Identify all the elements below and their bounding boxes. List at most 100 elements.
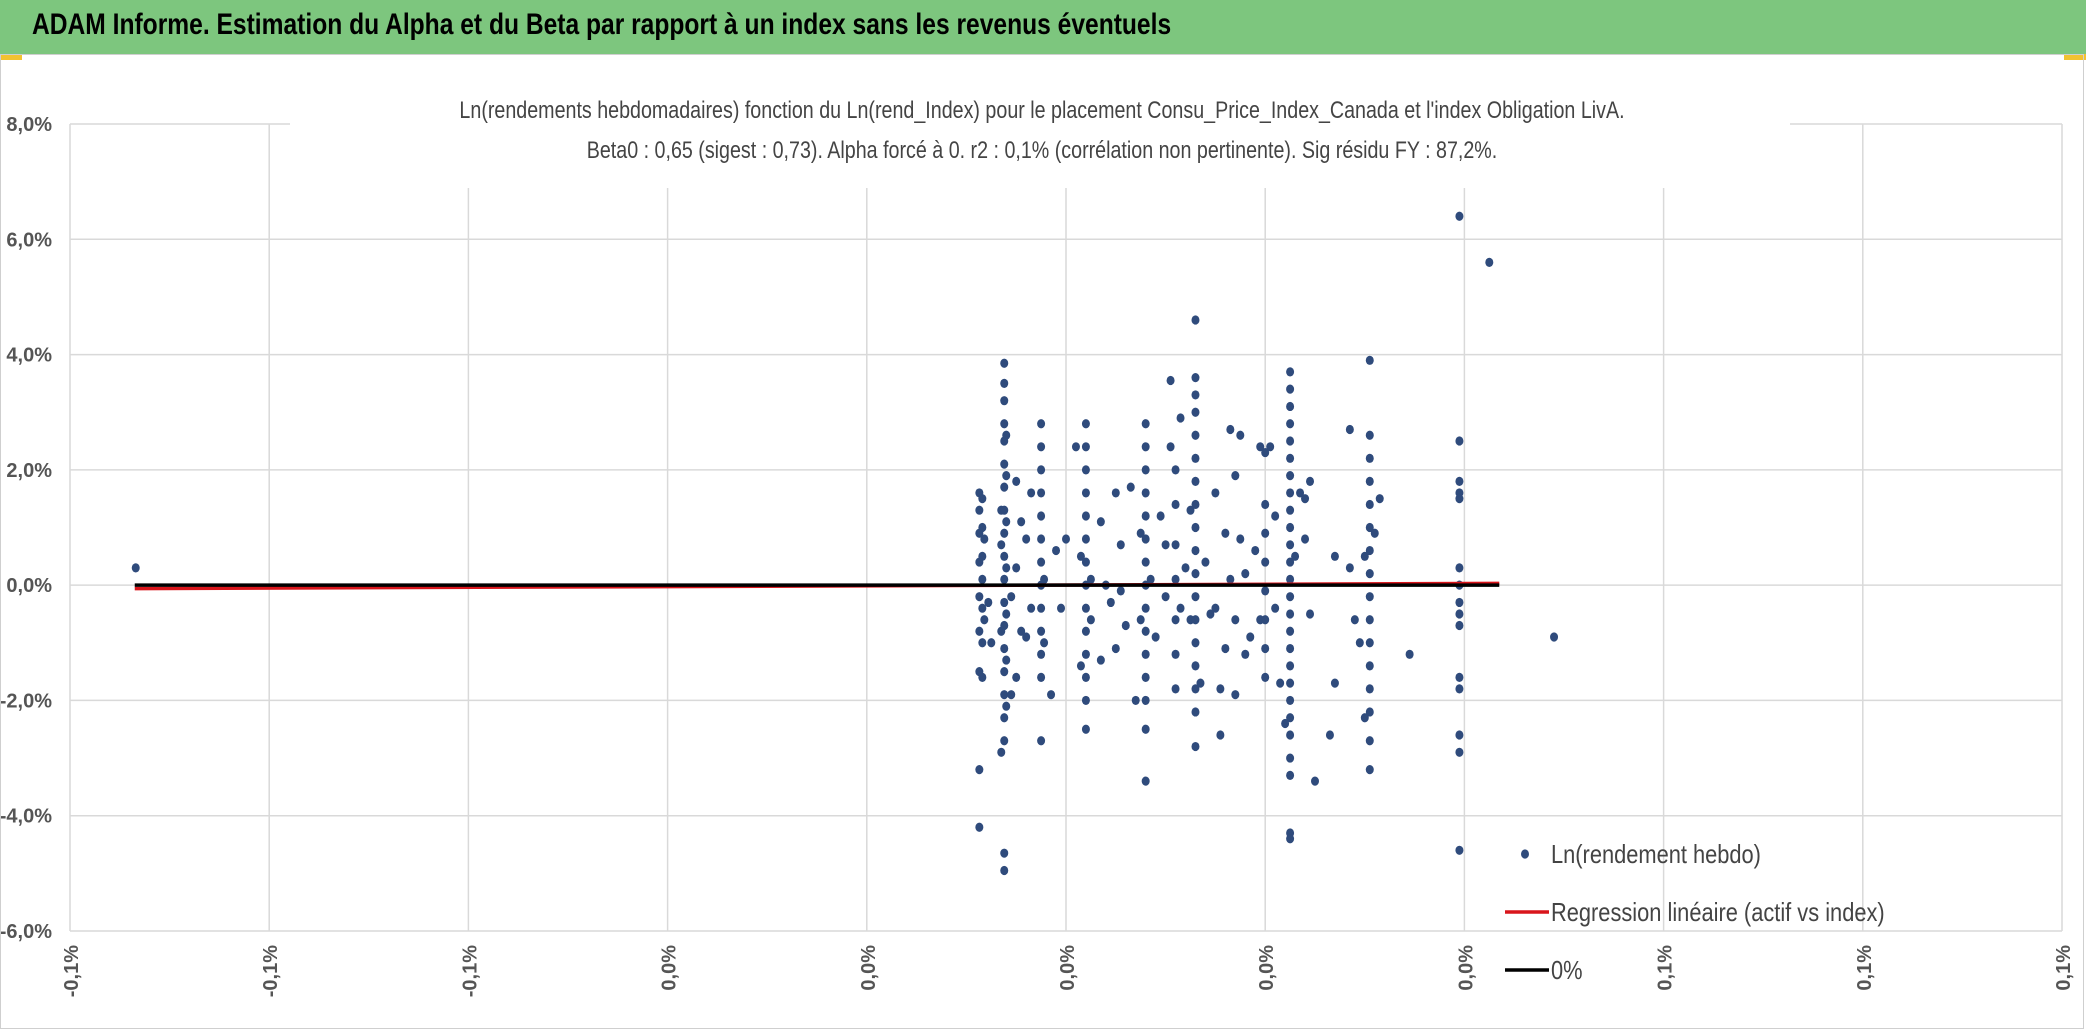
- data-point: [1081, 672, 1090, 682]
- data-point: [1081, 626, 1090, 636]
- data-point: [1081, 649, 1090, 659]
- data-point: [1027, 603, 1036, 613]
- data-point: [1057, 603, 1066, 613]
- data-point: [978, 551, 987, 561]
- data-point: [1000, 848, 1009, 858]
- data-point: [978, 494, 987, 504]
- data-point: [1191, 569, 1200, 579]
- data-point: [1007, 592, 1016, 602]
- data-point: [1081, 442, 1090, 452]
- data-point: [1047, 690, 1056, 700]
- data-point: [1141, 672, 1150, 682]
- chart-title-line2: Beta0 : 0,65 (sigest : 0,73). Alpha forc…: [587, 136, 1498, 163]
- y-tick-label: 4,0%: [6, 345, 52, 367]
- data-point: [1037, 672, 1046, 682]
- x-axis-tick-labels: -0,1% -0,1% -0,1% 0,0% 0,0% 0,0% 0,0% 0,0% 0,1% 0…: [61, 945, 2075, 997]
- data-point: [1276, 678, 1285, 688]
- data-point: [1076, 551, 1085, 561]
- data-point: [1360, 551, 1369, 561]
- data-point: [1286, 419, 1295, 429]
- x-tick-label: -0,1%: [260, 945, 282, 997]
- data-point: [1141, 724, 1150, 734]
- data-point: [1191, 476, 1200, 486]
- data-point: [1261, 499, 1270, 510]
- data-point: [1166, 375, 1175, 386]
- data-point: [1191, 430, 1200, 440]
- data-point: [1286, 488, 1295, 498]
- data-point: [980, 534, 989, 544]
- data-point: [1000, 551, 1009, 561]
- data-point: [1186, 505, 1195, 515]
- data-point: [975, 505, 984, 515]
- data-point: [978, 603, 987, 613]
- data-point: [1096, 517, 1105, 527]
- data-point: [1365, 638, 1374, 648]
- data-point: [1121, 620, 1130, 631]
- data-point: [1141, 695, 1150, 706]
- data-point: [1131, 695, 1140, 706]
- data-point: [1191, 741, 1200, 752]
- data-point: [1365, 569, 1374, 579]
- data-point: [1141, 488, 1150, 498]
- x-tick-label: 0,1%: [1655, 945, 1677, 991]
- data-point: [975, 626, 984, 636]
- data-point: [1000, 865, 1009, 876]
- data-point: [1141, 419, 1150, 429]
- data-point: [1037, 736, 1046, 746]
- data-point: [1000, 358, 1009, 368]
- data-point: [1081, 511, 1090, 521]
- data-point: [1136, 528, 1145, 538]
- data-point: [1000, 620, 1009, 631]
- data-point: [1301, 534, 1310, 544]
- data-point: [1191, 545, 1200, 556]
- data-point: [1345, 563, 1354, 573]
- data-point: [1231, 471, 1240, 481]
- data-point: [1171, 499, 1180, 510]
- data-point: [1365, 355, 1374, 365]
- data-point: [1330, 678, 1339, 688]
- data-point: [1000, 419, 1009, 429]
- data-point: [1455, 609, 1464, 619]
- data-point: [1191, 390, 1200, 400]
- data-point: [1081, 724, 1090, 734]
- data-point: [1081, 419, 1090, 429]
- data-point: [975, 822, 984, 832]
- x-tick-label: 0,0%: [858, 945, 880, 991]
- data-point: [1002, 517, 1011, 527]
- data-point: [1286, 471, 1295, 481]
- data-point: [1191, 522, 1200, 533]
- data-point: [1286, 678, 1295, 688]
- data-point: [1000, 574, 1009, 584]
- data-point: [1455, 436, 1464, 446]
- data-point: [1355, 638, 1364, 648]
- data-point: [1365, 592, 1374, 602]
- data-point: [1286, 609, 1295, 619]
- data-point: [1365, 430, 1374, 440]
- data-point: [1286, 384, 1295, 394]
- data-point: [1086, 574, 1095, 584]
- data-point: [1040, 574, 1049, 584]
- data-point: [1141, 465, 1150, 475]
- data-point: [980, 615, 989, 625]
- data-point: [1106, 597, 1115, 608]
- data-point: [1271, 511, 1280, 521]
- data-point: [1286, 505, 1295, 515]
- data-point: [1301, 494, 1310, 504]
- data-point: [1236, 430, 1245, 440]
- data-point: [1251, 545, 1260, 556]
- x-tick-label: 0,0%: [659, 945, 681, 991]
- data-point: [1161, 592, 1170, 602]
- data-point: [1455, 211, 1464, 221]
- data-point: [1231, 690, 1240, 700]
- data-point: [1286, 730, 1295, 740]
- data-point: [1096, 655, 1105, 665]
- data-point: [1330, 551, 1339, 561]
- data-point: [1141, 649, 1150, 659]
- data-point: [1017, 517, 1026, 527]
- data-point: [1002, 701, 1011, 711]
- report-title: ADAM Informe. Estimation du Alpha et du …: [32, 8, 1172, 41]
- data-point: [1141, 511, 1150, 521]
- data-point: [1286, 557, 1295, 567]
- data-point: [1365, 453, 1374, 463]
- data-point: [978, 672, 987, 682]
